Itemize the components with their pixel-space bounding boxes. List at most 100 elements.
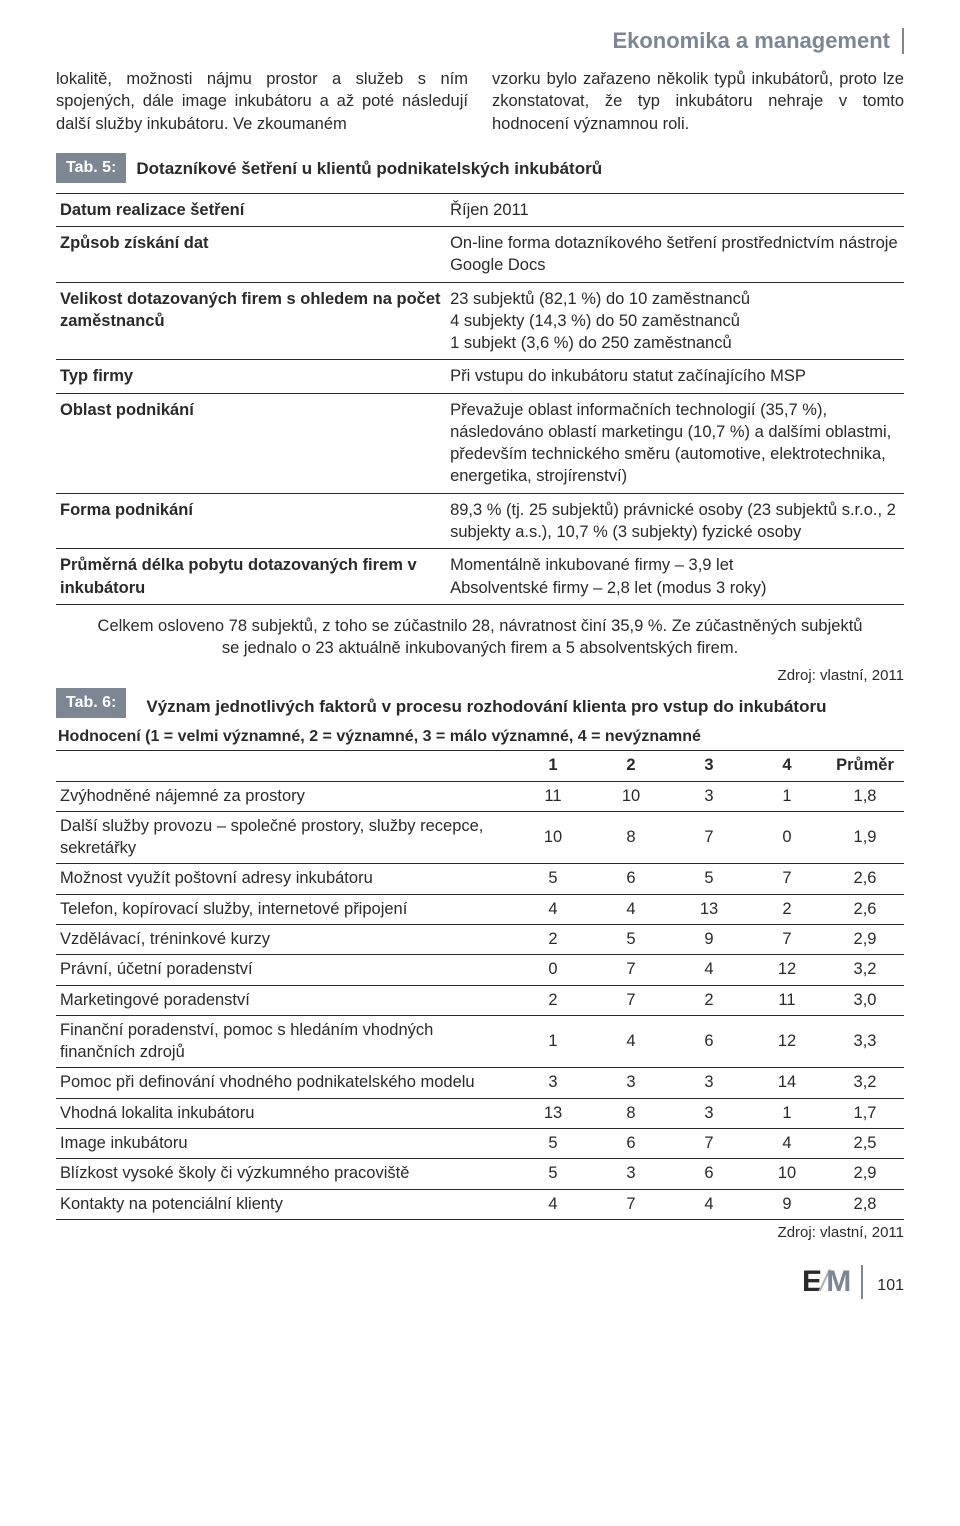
- intro-right: vzorku bylo zařazeno několik typů inkubá…: [492, 68, 904, 135]
- cell-value: 2: [514, 985, 592, 1015]
- cell-value: 10: [748, 1159, 826, 1189]
- row-value: Při vstupu do inkubátoru statut začínají…: [446, 360, 904, 393]
- table-row: Oblast podnikáníPřevažuje oblast informa…: [56, 393, 904, 493]
- row-value: Momentálně inkubované firmy – 3,9 let Ab…: [446, 549, 904, 605]
- cell-value: 7: [670, 1129, 748, 1159]
- cell-value: 4: [670, 1189, 748, 1219]
- tab5-title: Dotazníkové šetření u klientů podnikatel…: [136, 153, 602, 179]
- cell-value: 7: [592, 955, 670, 985]
- row-label: Pomoc při definování vhodného podnikatel…: [56, 1068, 514, 1098]
- row-label: Velikost dotazovaných firem s ohledem na…: [56, 282, 446, 360]
- cell-value: 1,7: [826, 1098, 904, 1128]
- cell-value: 10: [592, 781, 670, 811]
- cell-value: 2: [748, 894, 826, 924]
- cell-value: 10: [514, 812, 592, 864]
- row-value: 23 subjektů (82,1 %) do 10 zaměstnanců 4…: [446, 282, 904, 360]
- logo-m: M: [826, 1265, 851, 1299]
- row-label: Další služby provozu – společné prostory…: [56, 812, 514, 864]
- cell-value: 14: [748, 1068, 826, 1098]
- tab5-table: Datum realizace šetřeníŘíjen 2011Způsob …: [56, 193, 904, 605]
- tab5-badge: Tab. 5:: [56, 153, 126, 183]
- table-row: Kontakty na potenciální klienty47492,8: [56, 1189, 904, 1219]
- cell-value: 3,2: [826, 955, 904, 985]
- table-row: Zvýhodněné nájemné za prostory1110311,8: [56, 781, 904, 811]
- cell-value: 7: [748, 864, 826, 894]
- cell-value: 0: [748, 812, 826, 864]
- column-header: 1: [514, 751, 592, 781]
- column-header: 2: [592, 751, 670, 781]
- row-label: Telefon, kopírovací služby, internetové …: [56, 894, 514, 924]
- cell-value: 3: [670, 1098, 748, 1128]
- cell-value: 4: [748, 1129, 826, 1159]
- tab5-footnote: Celkem osloveno 78 subjektů, z toho se z…: [56, 611, 904, 668]
- cell-value: 6: [592, 864, 670, 894]
- cell-value: 2,9: [826, 924, 904, 954]
- cell-value: 1,8: [826, 781, 904, 811]
- cell-value: 6: [670, 1016, 748, 1068]
- column-header: 3: [670, 751, 748, 781]
- cell-value: 11: [514, 781, 592, 811]
- cell-value: 5: [670, 864, 748, 894]
- cell-value: 4: [670, 955, 748, 985]
- intro-left: lokalitě, možnosti nájmu prostor a služe…: [56, 68, 468, 135]
- row-value: Převažuje oblast informačních technologi…: [446, 393, 904, 493]
- cell-value: 9: [670, 924, 748, 954]
- cell-value: 3,3: [826, 1016, 904, 1068]
- cell-value: 2,6: [826, 864, 904, 894]
- cell-value: 4: [592, 894, 670, 924]
- row-label: Právní, účetní poradenství: [56, 955, 514, 985]
- cell-value: 0: [514, 955, 592, 985]
- cell-value: 3,2: [826, 1068, 904, 1098]
- table-row: Vzdělávací, tréninkové kurzy25972,9: [56, 924, 904, 954]
- cell-value: 7: [592, 1189, 670, 1219]
- tab6-caption: Hodnocení (1 = velmi významné, 2 = význa…: [56, 724, 904, 751]
- tab6-table: 1234Průměr Zvýhodněné nájemné za prostor…: [56, 751, 904, 1220]
- cell-value: 4: [514, 894, 592, 924]
- table-row: Velikost dotazovaných firem s ohledem na…: [56, 282, 904, 360]
- table-row: Další služby provozu – společné prostory…: [56, 812, 904, 864]
- table-row: Forma podnikání89,3 % (tj. 25 subjektů) …: [56, 493, 904, 549]
- intro-columns: lokalitě, možnosti nájmu prostor a služe…: [56, 68, 904, 135]
- table-row: Finanční poradenství, pomoc s hledáním v…: [56, 1016, 904, 1068]
- tab5-source: Zdroj: vlastní, 2011: [56, 667, 904, 684]
- cell-value: 1: [514, 1016, 592, 1068]
- row-label: Vzdělávací, tréninkové kurzy: [56, 924, 514, 954]
- cell-value: 3,0: [826, 985, 904, 1015]
- cell-value: 2,8: [826, 1189, 904, 1219]
- table-row: Pomoc při definování vhodného podnikatel…: [56, 1068, 904, 1098]
- table-row: Marketingové poradenství272113,0: [56, 985, 904, 1015]
- page-number: 101: [877, 1277, 904, 1299]
- tab6-header: Tab. 6: Význam jednotlivých faktorů v pr…: [56, 688, 904, 718]
- cell-value: 11: [748, 985, 826, 1015]
- cell-value: 6: [592, 1129, 670, 1159]
- section-title: Ekonomika a management: [56, 28, 904, 54]
- cell-value: 8: [592, 812, 670, 864]
- table-row: Blízkost vysoké školy či výzkumného prac…: [56, 1159, 904, 1189]
- row-label: Forma podnikání: [56, 493, 446, 549]
- cell-value: 3: [592, 1068, 670, 1098]
- cell-value: 13: [670, 894, 748, 924]
- cell-value: 7: [592, 985, 670, 1015]
- cell-value: 5: [514, 1129, 592, 1159]
- cell-value: 2,9: [826, 1159, 904, 1189]
- row-label: Možnost využít poštovní adresy inkubátor…: [56, 864, 514, 894]
- row-label: Zvýhodněné nájemné za prostory: [56, 781, 514, 811]
- row-label: Typ firmy: [56, 360, 446, 393]
- cell-value: 8: [592, 1098, 670, 1128]
- cell-value: 13: [514, 1098, 592, 1128]
- table-row: Vhodná lokalita inkubátoru138311,7: [56, 1098, 904, 1128]
- cell-value: 9: [748, 1189, 826, 1219]
- row-label: Marketingové poradenství: [56, 985, 514, 1015]
- cell-value: 2: [670, 985, 748, 1015]
- cell-value: 6: [670, 1159, 748, 1189]
- cell-value: 4: [514, 1189, 592, 1219]
- cell-value: 7: [670, 812, 748, 864]
- column-header: Průměr: [826, 751, 904, 781]
- tab6-source: Zdroj: vlastní, 2011: [56, 1224, 904, 1241]
- row-label: Oblast podnikání: [56, 393, 446, 493]
- cell-value: 12: [748, 955, 826, 985]
- cell-value: 3: [670, 781, 748, 811]
- table-row: Typ firmyPři vstupu do inkubátoru statut…: [56, 360, 904, 393]
- row-label: Datum realizace šetření: [56, 193, 446, 226]
- table-row: Možnost využít poštovní adresy inkubátor…: [56, 864, 904, 894]
